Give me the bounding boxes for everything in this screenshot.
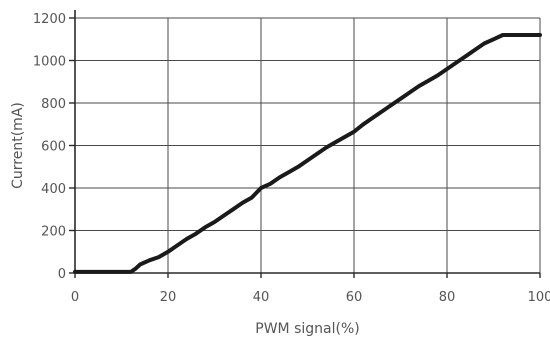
y-tick-label: 800: [41, 97, 66, 112]
x-tick-label: 0: [71, 290, 79, 305]
x-tick-label: 20: [160, 290, 177, 305]
series: [73, 33, 542, 274]
x-tick-label: 40: [253, 290, 270, 305]
x-tick-label: 80: [439, 290, 456, 305]
axes: [74, 10, 540, 274]
x-axis-title: PWM signal(%): [255, 321, 359, 337]
y-tick-label: 200: [41, 225, 66, 240]
y-tick-label: 0: [58, 267, 66, 282]
y-tick-label: 400: [41, 182, 66, 197]
current-series-line: [73, 33, 542, 274]
x-tick-label: 60: [346, 290, 363, 305]
x-tick-label: 100: [528, 290, 550, 305]
y-tick-label: 600: [41, 140, 66, 155]
grid: [75, 17, 541, 273]
y-tick-label: 1000: [33, 55, 66, 70]
y-tick-label: 1200: [33, 12, 66, 27]
y-axis-title: Current(mA): [10, 102, 26, 189]
